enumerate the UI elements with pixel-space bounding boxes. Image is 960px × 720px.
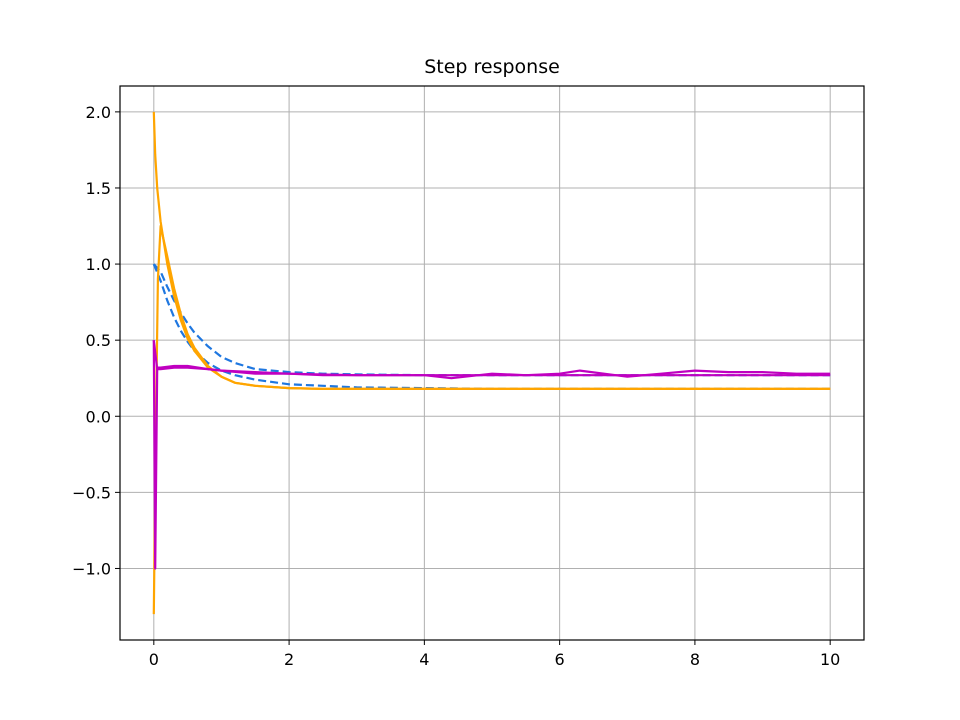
x-axis: 0 2 4 6 8 10 — [149, 640, 840, 669]
chart-title: Step response — [424, 56, 560, 78]
x-tick-label: 4 — [419, 650, 429, 669]
y-tick-label: 1.0 — [86, 255, 111, 274]
x-tick-label: 8 — [690, 650, 700, 669]
series-line-3 — [152, 111, 831, 390]
y-tick-label: 0.5 — [86, 331, 111, 350]
y-tick-label: −0.5 — [72, 483, 111, 502]
series-line-4 — [152, 224, 831, 615]
series-line-1 — [152, 263, 831, 390]
y-axis: −1.0 −0.5 0.0 0.5 1.0 1.5 2.0 — [72, 103, 120, 578]
y-tick-label: 2.0 — [86, 103, 111, 122]
grid — [120, 86, 864, 640]
series-line-6 — [152, 340, 831, 377]
series-line-2 — [152, 263, 831, 377]
y-tick-label: 1.5 — [86, 179, 111, 198]
x-tick-label: 2 — [284, 650, 294, 669]
x-tick-label: 10 — [820, 650, 840, 669]
x-tick-label: 0 — [149, 650, 159, 669]
axes-frame — [119, 85, 865, 641]
y-tick-label: 0.0 — [86, 407, 111, 426]
x-tick-label: 6 — [555, 650, 565, 669]
y-tick-label: −1.0 — [72, 559, 111, 578]
series-layer — [152, 111, 831, 615]
